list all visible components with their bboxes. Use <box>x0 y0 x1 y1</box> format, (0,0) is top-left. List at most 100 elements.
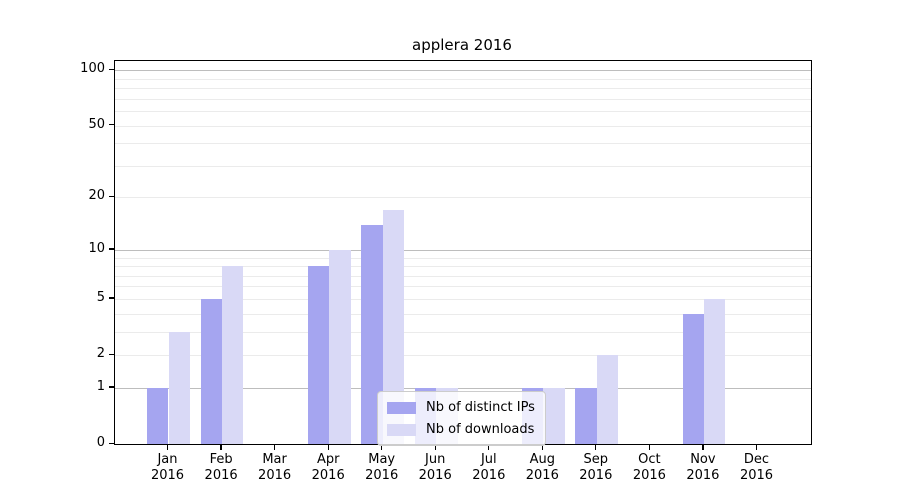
x-tick-year: 2016 <box>311 468 345 483</box>
x-tick-month: Jun <box>425 452 446 467</box>
gridline-minor-40 <box>115 143 811 145</box>
x-tick-label-may: May 2016 <box>355 452 409 484</box>
x-tick-label-jan: Jan 2016 <box>141 452 195 484</box>
gridline-minor-7 <box>115 275 811 277</box>
bar-distinct-ips-sep <box>575 387 597 444</box>
gridline-minor-9 <box>115 257 811 259</box>
x-tick-month: Feb <box>209 452 233 467</box>
bar-distinct-ips-feb <box>200 298 223 444</box>
x-tickmark-may <box>381 445 383 450</box>
x-tick-month: Mar <box>262 452 287 467</box>
x-tick-month: Oct <box>638 452 661 467</box>
y-tick-label-2: 2 <box>96 346 105 361</box>
legend: Nb of distinct IPs Nb of downloads <box>377 391 546 446</box>
bar-downloads-may <box>382 209 405 444</box>
x-tickmark-apr <box>327 445 329 450</box>
gridline-minor-90 <box>115 78 811 80</box>
bar-distinct-ips-jan <box>147 387 169 444</box>
x-tickmark-oct <box>648 445 651 450</box>
gridline-minor-3 <box>115 331 811 333</box>
x-tick-label-dec: Dec 2016 <box>730 452 784 484</box>
x-tick-month: Apr <box>316 452 340 467</box>
x-tickmark-aug <box>541 445 543 450</box>
y-tickmark-0 <box>109 442 114 444</box>
x-tick-label-apr: Apr 2016 <box>301 452 355 484</box>
bar-downloads-aug <box>543 387 565 444</box>
x-tickmark-sep <box>595 445 597 450</box>
gridline-minor-70 <box>115 98 811 100</box>
x-tickmark-mar <box>273 445 276 450</box>
x-tick-label-mar: Mar 2016 <box>248 452 302 484</box>
y-tick-label-5: 5 <box>96 289 105 305</box>
gridline-minor-6 <box>115 286 811 288</box>
gridline-minor-50 <box>115 125 811 127</box>
y-tick-label-20: 20 <box>88 188 105 204</box>
x-tick-year: 2016 <box>632 468 666 483</box>
x-tick-month: Nov <box>690 452 716 467</box>
x-tickmark-jun <box>434 445 436 450</box>
x-tick-year: 2016 <box>686 468 720 483</box>
bar-distinct-ips-may <box>361 224 383 444</box>
y-tickmark-100 <box>109 68 114 70</box>
x-tick-label-sep: Sep 2016 <box>569 452 623 484</box>
x-tickmark-dec <box>755 445 758 450</box>
bar-distinct-ips-nov <box>682 313 704 444</box>
x-tickmark-jul <box>488 445 490 450</box>
gridline-minor-60 <box>115 110 811 112</box>
bar-distinct-ips-apr <box>307 266 330 444</box>
x-tick-month: Aug <box>529 452 555 467</box>
gridline-minor-2 <box>115 355 811 356</box>
y-tick-label-50: 50 <box>88 116 105 132</box>
plot-area: Nb of distinct IPs Nb of downloads <box>114 60 812 446</box>
y-tickmark-1 <box>109 386 114 388</box>
legend-label-downloads: Nb of downloads <box>426 422 535 437</box>
legend-row-distinct-ips: Nb of distinct IPs <box>387 400 535 415</box>
x-tick-year: 2016 <box>258 468 292 483</box>
x-tick-year: 2016 <box>204 468 238 483</box>
y-tickmark-5 <box>109 297 114 299</box>
x-tickmark-feb <box>220 445 222 450</box>
x-tick-year: 2016 <box>150 468 185 483</box>
legend-label-distinct-ips: Nb of distinct IPs <box>426 400 535 415</box>
x-tick-label-nov: Nov 2016 <box>676 452 730 484</box>
chart-title: applera 2016 <box>412 36 512 54</box>
y-tick-label-100: 100 <box>80 61 105 77</box>
legend-swatch-downloads <box>387 423 416 436</box>
y-tickmark-2 <box>109 353 114 355</box>
x-tickmark-nov <box>702 445 704 450</box>
gridline-major-10 <box>115 249 811 251</box>
x-tick-label-aug: Aug 2016 <box>515 452 569 484</box>
gridline-minor-8 <box>115 266 811 267</box>
x-tick-year: 2016 <box>579 468 613 483</box>
bar-downloads-nov <box>703 298 726 444</box>
x-tick-year: 2016 <box>418 468 452 483</box>
x-tick-month: Jan <box>157 452 178 467</box>
x-tick-label-feb: Feb 2016 <box>194 452 248 484</box>
y-tickmark-50 <box>109 124 114 126</box>
legend-row-downloads: Nb of downloads <box>387 422 535 437</box>
gridline-minor-5 <box>115 298 811 300</box>
x-tick-label-jul: Jul 2016 <box>462 452 516 484</box>
gridline-minor-4 <box>115 313 811 315</box>
gridline-minor-80 <box>115 88 811 89</box>
x-tick-year: 2016 <box>525 468 559 483</box>
x-tickmark-jan <box>166 445 169 450</box>
legend-swatch-distinct-ips <box>387 401 416 414</box>
x-tick-label-jun: Jun 2016 <box>408 452 462 484</box>
gridline-minor-20 <box>115 197 811 199</box>
x-tick-month: Jul <box>480 452 497 467</box>
gridline-major-100 <box>115 70 811 72</box>
bar-downloads-apr <box>329 249 351 444</box>
x-tick-month: May <box>368 452 396 467</box>
bar-downloads-sep <box>596 355 619 444</box>
x-tick-label-oct: Oct 2016 <box>622 452 676 484</box>
gridline-major-1 <box>115 387 811 389</box>
bar-downloads-feb <box>222 266 244 444</box>
x-tick-year: 2016 <box>365 468 399 483</box>
gridline-minor-30 <box>115 165 811 167</box>
x-tick-month: Dec <box>743 452 770 467</box>
y-tickmark-10 <box>109 248 114 250</box>
x-tick-year: 2016 <box>739 468 774 483</box>
y-tickmark-20 <box>109 195 114 198</box>
